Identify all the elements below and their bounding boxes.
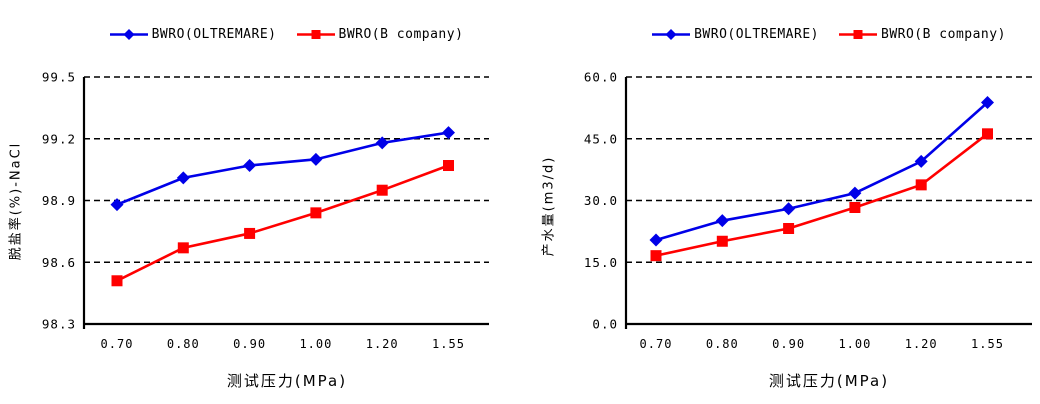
red-square-line-icon <box>839 30 877 39</box>
y-tick-label: 45.0 <box>584 131 618 146</box>
legend-label-b-company: BWRO(B company) <box>881 27 1006 42</box>
x-axis-title-pressure: 测试压力(MPa) <box>768 372 890 390</box>
x-tick-label: 1.20 <box>366 337 399 351</box>
y-tick-label: 0.0 <box>592 317 618 332</box>
data-point-diamond <box>110 198 124 212</box>
x-tick-label: 0.90 <box>772 337 805 351</box>
x-tick-label: 0.70 <box>101 337 134 351</box>
data-point-square <box>244 227 256 239</box>
data-point-diamond <box>848 186 862 200</box>
chart-salt-rejection: 99.5 99.2 98.9 98.6 98.3 0.70 0.80 0.90 1.00 1.20… <box>8 27 489 390</box>
data-point-square <box>982 128 993 140</box>
y-tick-label: 60.0 <box>584 70 618 85</box>
data-point-square <box>443 160 454 172</box>
data-point-square <box>177 242 189 254</box>
y-axis-title-salt-rejection: 脱盐率(%)-NaCl <box>8 141 24 261</box>
series-line <box>655 101 989 242</box>
data-point-square <box>915 179 927 191</box>
data-point-diamond <box>176 171 190 185</box>
series-line <box>655 132 989 257</box>
series-line <box>116 131 449 206</box>
data-point-square <box>849 201 861 213</box>
data-point-square <box>376 184 388 196</box>
data-point-square <box>650 250 662 262</box>
x-tick-label: 1.55 <box>432 337 465 351</box>
data-point-diamond <box>442 126 455 140</box>
data-point-diamond <box>309 152 323 166</box>
chart-water-production: 60.0 45.0 30.0 15.0 0.0 0.70 0.80 0.90 1.00 1.20 1… <box>520 0 1040 404</box>
data-point-square <box>310 207 322 219</box>
blue-diamond-line-icon <box>109 29 148 40</box>
legend-label-oltremare: BWRO(OLTREMARE) <box>694 27 819 42</box>
y-tick-label: 99.5 <box>42 70 76 85</box>
x-tick-label: 1.20 <box>905 337 938 351</box>
data-point-square <box>783 222 795 234</box>
y-tick-label: 15.0 <box>584 255 618 270</box>
x-tick-label: 0.70 <box>640 337 673 351</box>
data-point-diamond <box>665 29 677 40</box>
y-tick-label: 30.0 <box>584 193 618 208</box>
data-point-diamond <box>782 202 796 216</box>
x-tick-label: 1.55 <box>971 337 1004 351</box>
legend: BWRO(OLTREMARE) BWRO(B company) <box>84 27 489 42</box>
x-tick-label: 0.90 <box>233 337 266 351</box>
x-tick-label: 0.80 <box>706 337 739 351</box>
x-tick-label: 0.80 <box>167 337 200 351</box>
legend-item-b-company: BWRO(B company) <box>296 27 464 42</box>
x-tick-label: 1.00 <box>299 337 332 351</box>
data-point-diamond <box>123 29 135 40</box>
y-tick-label: 99.2 <box>42 131 76 146</box>
y-tick-label: 98.9 <box>42 193 76 208</box>
series-line <box>116 164 449 282</box>
data-point-diamond <box>715 214 729 228</box>
legend-item-oltremare: BWRO(OLTREMARE) <box>652 27 819 42</box>
legend-label-oltremare: BWRO(OLTREMARE) <box>151 27 277 42</box>
data-point-square <box>716 235 728 247</box>
x-tick-label: 1.00 <box>838 337 871 351</box>
water-production-plot-area: 60.0 45.0 30.0 15.0 0.0 0.70 0.80 0.90 1.00 1.20 1… <box>584 70 1032 351</box>
x-axis-title-pressure: 测试压力(MPa) <box>226 372 348 390</box>
y-axis-title-water-production: 产水量(m3/d) <box>541 155 557 257</box>
legend-label-b-company: BWRO(B company) <box>338 27 464 42</box>
data-point-square <box>853 30 863 39</box>
y-tick-label: 98.3 <box>42 317 76 332</box>
data-point-square <box>111 275 123 287</box>
legend-item-b-company: BWRO(B company) <box>839 27 1006 42</box>
data-point-diamond <box>375 136 389 150</box>
data-point-diamond <box>649 233 663 247</box>
salt-rejection-plot-area: 99.5 99.2 98.9 98.6 98.3 0.70 0.80 0.90 1.00 1.20… <box>42 70 489 351</box>
data-point-diamond <box>981 96 994 110</box>
legend: BWRO(OLTREMARE) BWRO(B company) <box>626 27 1032 42</box>
data-point-square <box>311 30 320 39</box>
blue-diamond-line-icon <box>652 29 691 40</box>
red-square-line-icon <box>296 30 335 39</box>
data-point-diamond <box>243 159 257 173</box>
legend-item-oltremare: BWRO(OLTREMARE) <box>109 27 277 42</box>
data-point-diamond <box>914 154 928 168</box>
y-tick-label: 98.6 <box>42 255 76 270</box>
